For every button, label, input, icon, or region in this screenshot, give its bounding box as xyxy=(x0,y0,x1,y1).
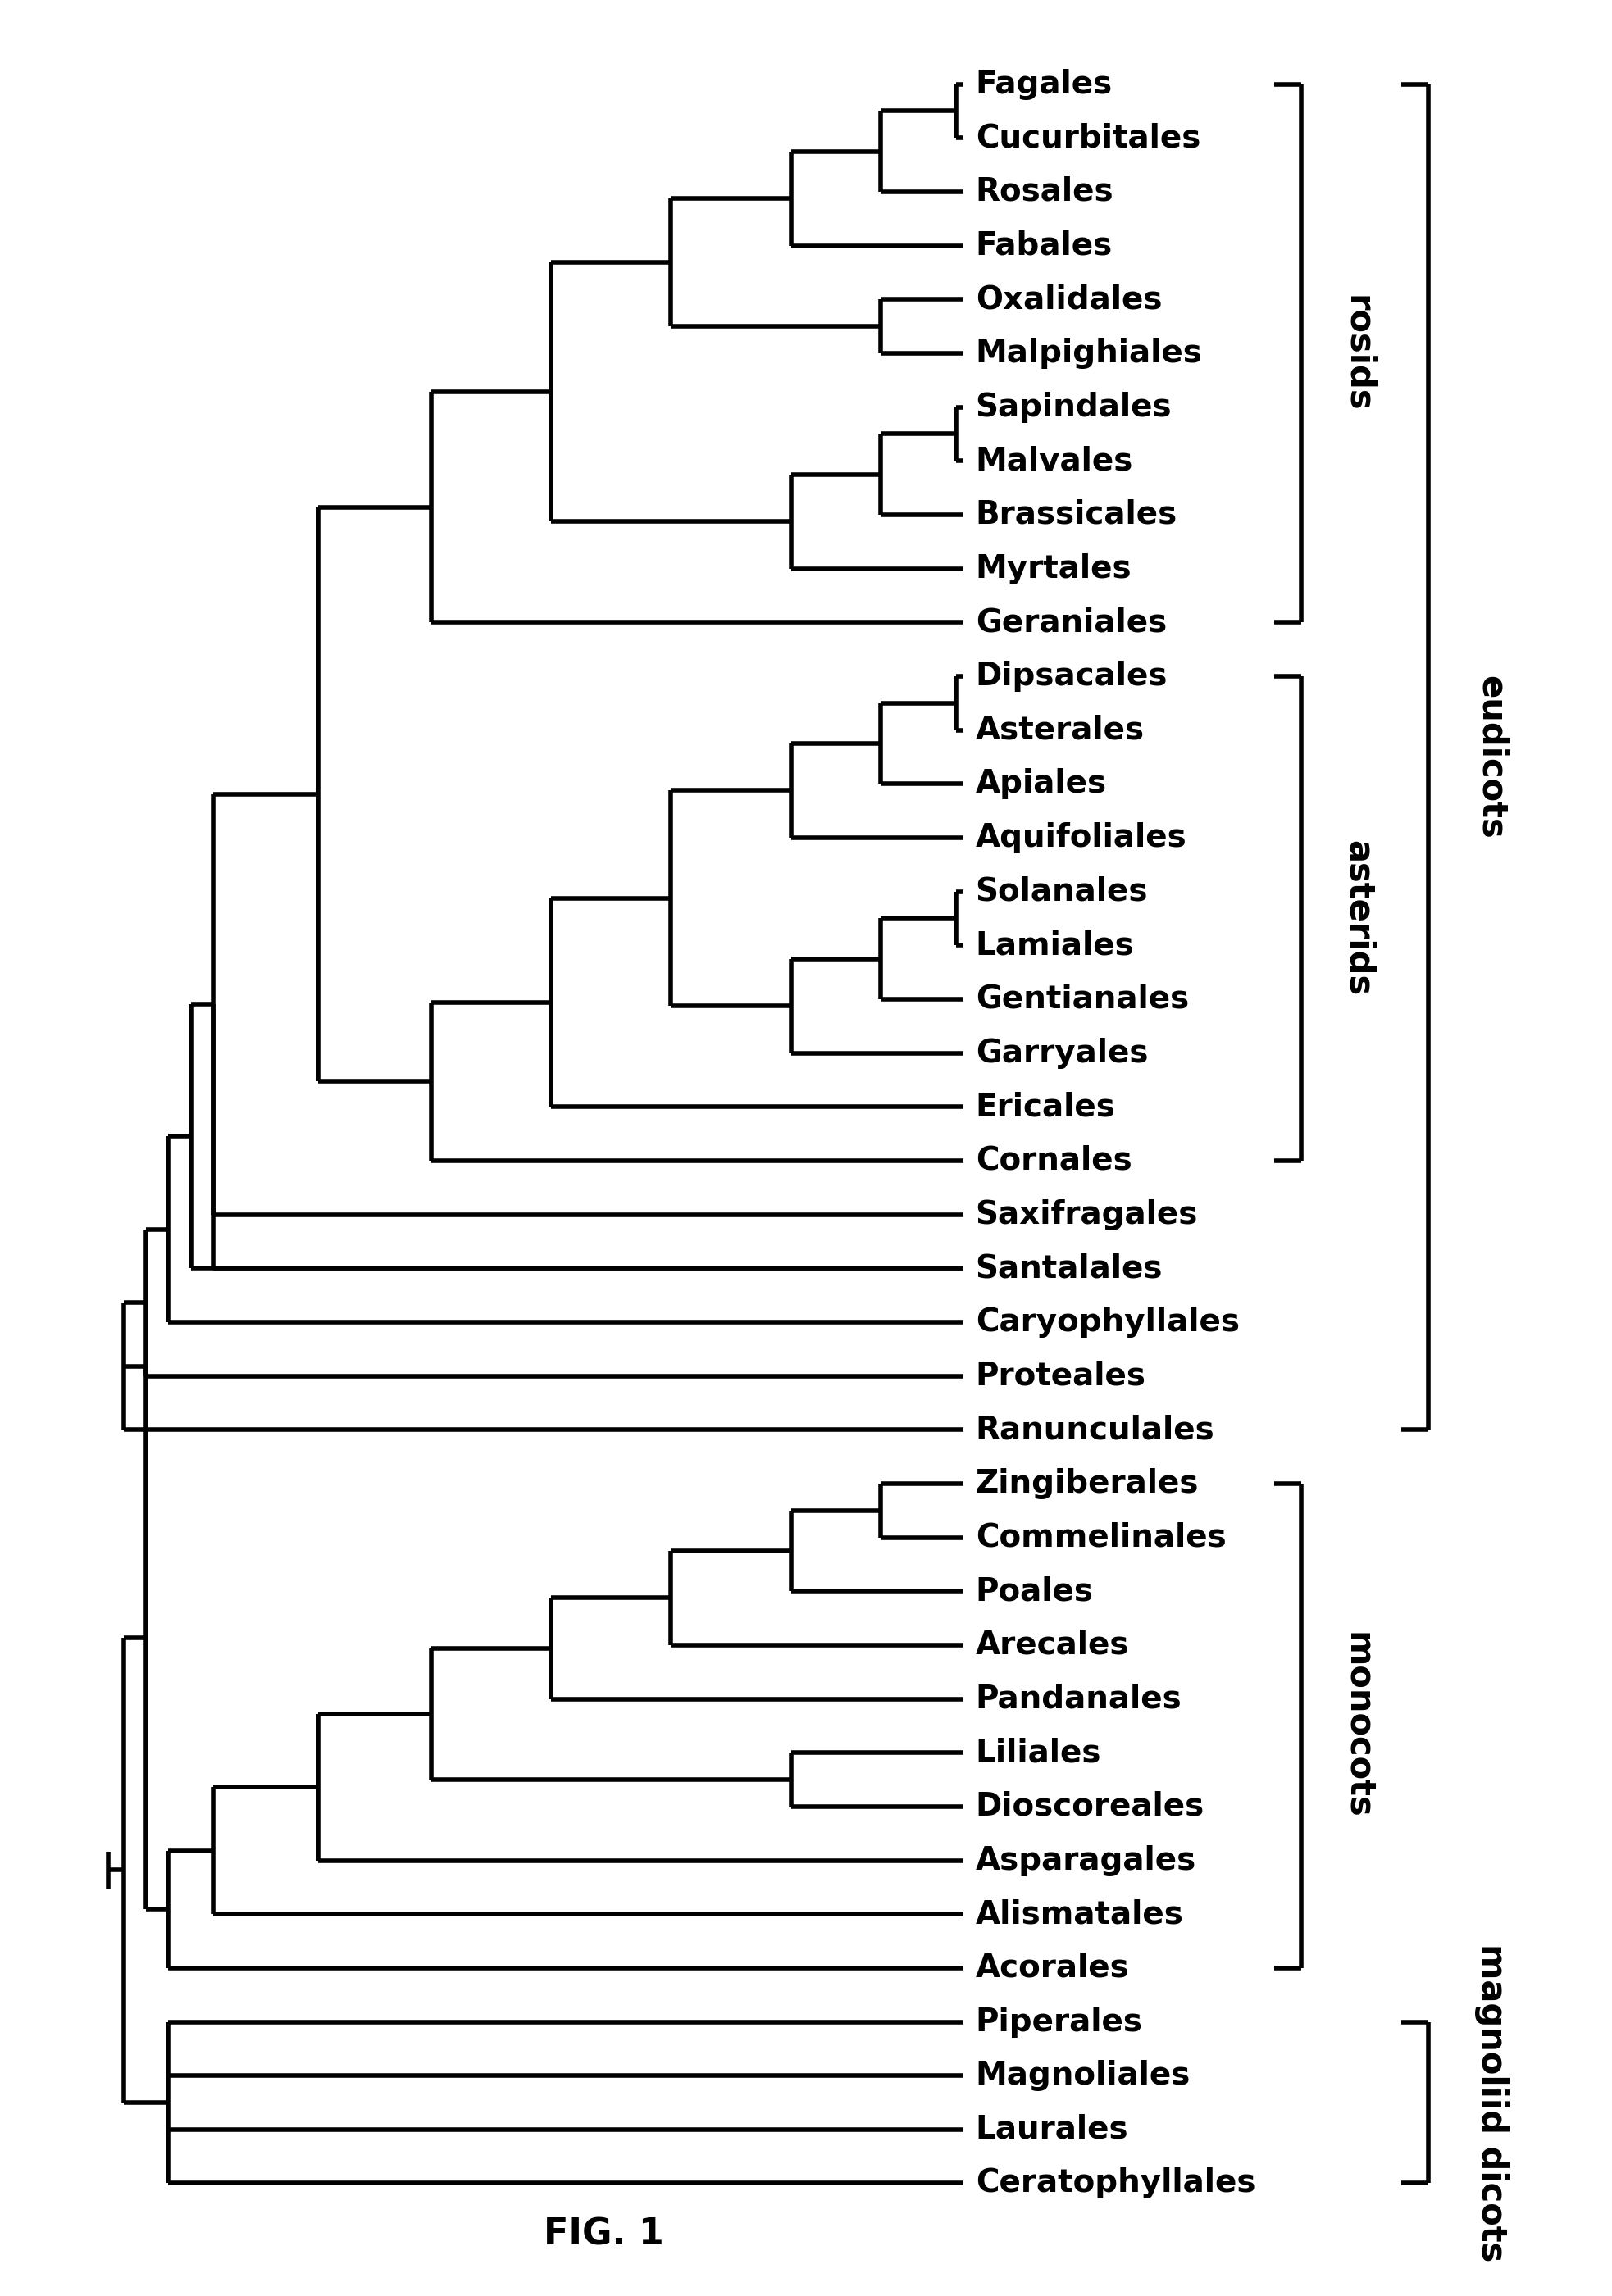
Text: Liliales: Liliales xyxy=(975,1738,1101,1768)
Text: Malpighiales: Malpighiales xyxy=(975,338,1203,370)
Text: Zingiberales: Zingiberales xyxy=(975,1467,1199,1499)
Text: Proteales: Proteales xyxy=(975,1359,1146,1391)
Text: Garryales: Garryales xyxy=(975,1038,1148,1068)
Text: Alismatales: Alismatales xyxy=(975,1899,1183,1929)
Text: rosids: rosids xyxy=(1341,294,1375,411)
Text: Ranunculales: Ranunculales xyxy=(975,1414,1215,1444)
Text: asterids: asterids xyxy=(1341,840,1375,996)
Text: Cornales: Cornales xyxy=(975,1146,1132,1176)
Text: Caryophyllales: Caryophyllales xyxy=(975,1306,1240,1339)
Text: Pandanales: Pandanales xyxy=(975,1683,1182,1715)
Text: Poales: Poales xyxy=(975,1575,1093,1607)
Text: Brassicales: Brassicales xyxy=(975,498,1177,530)
Text: Commelinales: Commelinales xyxy=(975,1522,1227,1552)
Text: Geraniales: Geraniales xyxy=(975,606,1167,638)
Text: Sapindales: Sapindales xyxy=(975,393,1172,422)
Text: Myrtales: Myrtales xyxy=(975,553,1132,583)
Text: Malvales: Malvales xyxy=(975,445,1133,478)
Text: Solanales: Solanales xyxy=(975,877,1148,907)
Text: FIG. 1: FIG. 1 xyxy=(543,2218,664,2252)
Text: monocots: monocots xyxy=(1341,1632,1375,1818)
Text: Lamiales: Lamiales xyxy=(975,930,1135,962)
Text: Oxalidales: Oxalidales xyxy=(975,285,1162,315)
Text: Magnoliales: Magnoliales xyxy=(975,2060,1191,2092)
Text: eudicots: eudicots xyxy=(1475,675,1509,838)
Text: Saxifragales: Saxifragales xyxy=(975,1199,1198,1231)
Text: Asparagales: Asparagales xyxy=(975,1844,1196,1876)
Text: Cucurbitales: Cucurbitales xyxy=(975,122,1201,154)
Text: Apiales: Apiales xyxy=(975,769,1107,799)
Text: Santalales: Santalales xyxy=(975,1254,1162,1283)
Text: Asterales: Asterales xyxy=(975,714,1145,746)
Text: Dipsacales: Dipsacales xyxy=(975,661,1167,691)
Text: Fagales: Fagales xyxy=(975,69,1112,99)
Text: Acorales: Acorales xyxy=(975,1952,1130,1984)
Text: Piperales: Piperales xyxy=(975,2007,1143,2037)
Text: Rosales: Rosales xyxy=(975,177,1114,207)
Text: Ericales: Ericales xyxy=(975,1091,1116,1123)
Text: Aquifoliales: Aquifoliales xyxy=(975,822,1186,854)
Text: Laurales: Laurales xyxy=(975,2115,1128,2144)
Text: Ceratophyllales: Ceratophyllales xyxy=(975,2167,1256,2200)
Text: Fabales: Fabales xyxy=(975,230,1112,262)
Text: Arecales: Arecales xyxy=(975,1630,1130,1660)
Text: magnoliid dicots: magnoliid dicots xyxy=(1475,1942,1509,2262)
Text: Gentianales: Gentianales xyxy=(975,983,1190,1015)
Text: Dioscoreales: Dioscoreales xyxy=(975,1791,1204,1823)
